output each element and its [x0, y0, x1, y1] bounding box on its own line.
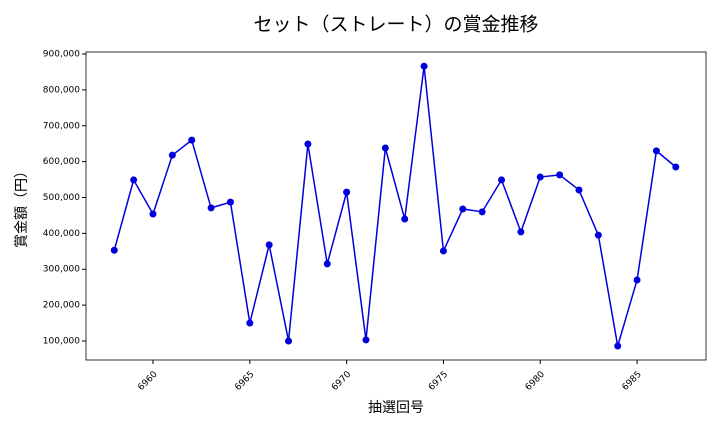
- point: [672, 163, 680, 171]
- plot-area: [85, 51, 707, 361]
- y-tick-label: 300,000: [43, 265, 80, 275]
- point: [323, 260, 331, 268]
- point: [343, 188, 351, 196]
- x-tick-label: 6980: [524, 369, 547, 392]
- point: [652, 147, 660, 155]
- y-tick-label: 700,000: [43, 121, 80, 131]
- y-tick-label: 400,000: [43, 229, 80, 239]
- x-tick-label: 6960: [136, 369, 159, 392]
- point: [188, 136, 196, 144]
- point: [478, 208, 486, 216]
- point: [401, 215, 409, 223]
- y-axis-label: 賞金額（円）: [14, 164, 30, 248]
- point: [265, 241, 273, 249]
- y-tick-label: 900,000: [43, 50, 80, 60]
- point: [168, 151, 176, 159]
- point: [381, 144, 389, 152]
- point: [614, 342, 622, 350]
- point: [130, 176, 138, 184]
- chart-title: セット（ストレート）の賞金推移: [253, 14, 538, 36]
- point: [536, 173, 544, 181]
- point: [439, 247, 447, 255]
- y-tick-label: 600,000: [43, 157, 80, 167]
- point: [633, 276, 641, 284]
- point: [575, 186, 583, 194]
- point: [594, 231, 602, 239]
- point: [110, 246, 118, 254]
- point: [498, 176, 506, 184]
- y-tick-label: 200,000: [43, 301, 80, 311]
- line: [113, 66, 677, 347]
- y-tick-label: 800,000: [43, 85, 80, 95]
- y-tick-label: 100,000: [43, 336, 80, 346]
- point: [362, 336, 370, 344]
- x-tick-label: 6985: [621, 370, 644, 393]
- point: [304, 140, 312, 148]
- point: [207, 204, 215, 212]
- point: [517, 228, 525, 236]
- point: [285, 337, 293, 345]
- x-axis-label: 抽選回号: [368, 400, 424, 416]
- x-tick-label: 6965: [233, 370, 256, 393]
- point: [420, 62, 428, 70]
- point: [149, 210, 157, 218]
- x-tick-label: 6975: [427, 370, 450, 393]
- y-tick-label: 500,000: [43, 193, 80, 203]
- point: [226, 198, 234, 206]
- point: [246, 319, 254, 327]
- point: [459, 205, 467, 213]
- point: [556, 171, 564, 179]
- x-tick-label: 6970: [330, 369, 353, 392]
